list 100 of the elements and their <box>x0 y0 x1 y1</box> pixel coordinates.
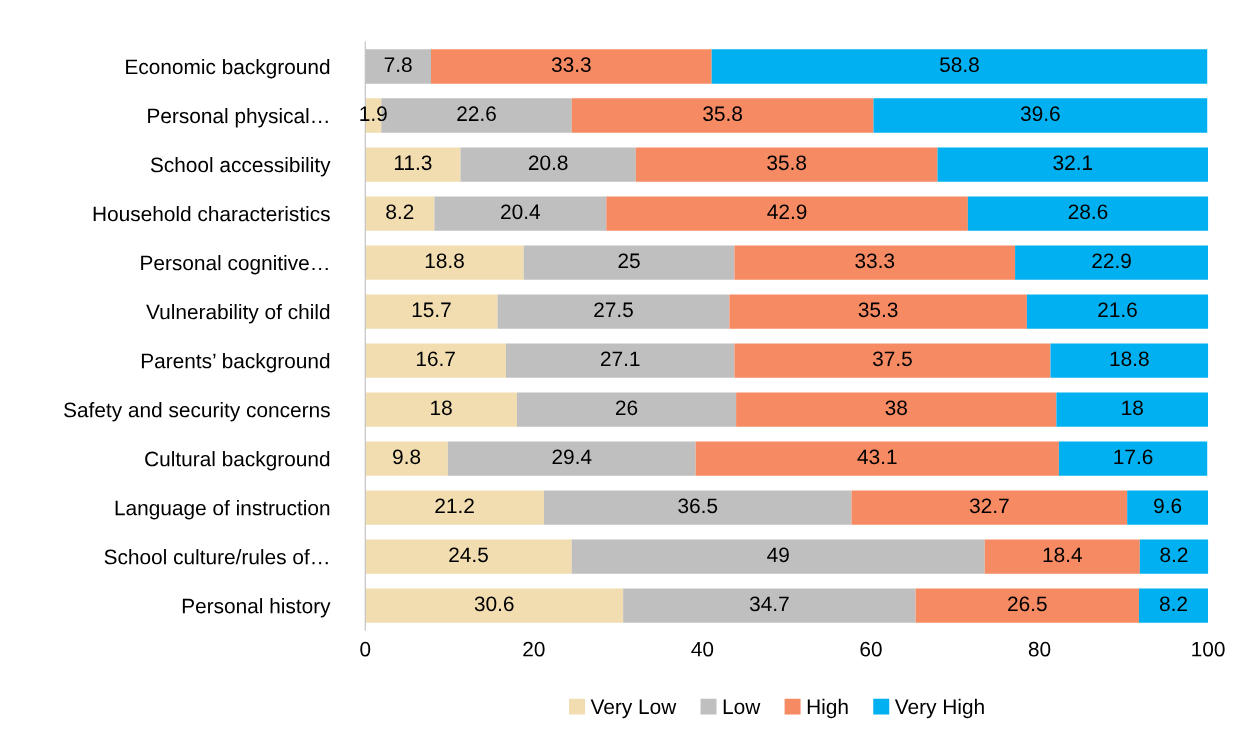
bar <box>460 147 636 182</box>
bar <box>571 98 874 133</box>
legend-label: Very High <box>894 698 984 719</box>
legend-label: High <box>807 698 848 719</box>
bar <box>729 294 1027 329</box>
y-tick-label: Parents’ background <box>141 353 330 373</box>
data-label: 20.8 <box>528 155 568 171</box>
data-label: 27.5 <box>594 302 633 318</box>
x-tick-label: 20 <box>523 641 545 657</box>
legend-label: Low <box>723 699 761 715</box>
data-label: 36.5 <box>678 498 718 514</box>
data-label: 22.9 <box>1092 253 1131 269</box>
x-tick-label: 0 <box>360 641 371 657</box>
bar <box>606 196 968 231</box>
data-label: 28.6 <box>1068 204 1108 220</box>
data-label: 15.7 <box>412 302 451 318</box>
bar <box>1058 441 1208 476</box>
data-label: 42.9 <box>767 204 807 220</box>
data-label: 18 <box>1122 400 1143 416</box>
y-tick-label: Household characteristics <box>93 206 330 222</box>
data-label: 17.6 <box>1114 449 1153 465</box>
bar <box>365 490 544 525</box>
bar <box>543 490 852 525</box>
bar <box>851 490 1128 525</box>
bar <box>635 147 938 182</box>
data-label: 37.5 <box>872 351 912 367</box>
bar <box>571 539 985 574</box>
data-label: 26.5 <box>1008 596 1047 612</box>
x-tick-label: 40 <box>691 641 714 657</box>
data-label: 9.8 <box>393 449 421 465</box>
bar <box>365 245 524 280</box>
data-label: 27.1 <box>600 351 640 366</box>
x-tick-label: 80 <box>1028 641 1051 657</box>
bar <box>1026 294 1209 329</box>
data-label: 11.3 <box>394 155 432 171</box>
y-tick-label: Personal physical… <box>148 107 328 128</box>
bar <box>915 588 1139 623</box>
y-tick-label: Personal history <box>182 598 331 618</box>
bar <box>523 245 735 280</box>
data-label: 33.3 <box>855 253 895 269</box>
bar <box>1050 343 1209 378</box>
data-label: 32.7 <box>969 498 1009 514</box>
data-label: 8.2 <box>1159 596 1187 612</box>
data-label: 38 <box>885 400 907 416</box>
data-label: 29.4 <box>552 449 592 465</box>
y-tick-label: Safety and security concerns <box>64 402 330 422</box>
data-label: 18.4 <box>1043 547 1082 563</box>
bar <box>365 392 517 427</box>
bar <box>434 196 607 231</box>
data-label: 43.1 <box>857 449 897 465</box>
data-label: 35.3 <box>858 302 898 318</box>
data-label: 35.8 <box>703 106 742 122</box>
data-label: 21.2 <box>435 498 474 513</box>
y-tick-label: School culture/rules of… <box>104 549 328 565</box>
data-label: 18.8 <box>425 253 464 269</box>
bar <box>365 147 461 182</box>
data-label: 30.6 <box>474 596 514 612</box>
x-tick-label: 60 <box>860 641 882 657</box>
data-label: 8.2 <box>1160 547 1188 563</box>
data-label: 24.5 <box>449 547 488 563</box>
data-label: 20.4 <box>501 204 541 220</box>
bar <box>873 98 1208 133</box>
bar <box>1127 490 1209 525</box>
data-label: 22.6 <box>457 106 496 122</box>
bar <box>365 196 435 231</box>
data-label: 8.2 <box>386 204 414 220</box>
bar <box>506 343 735 378</box>
data-label: 21.6 <box>1098 302 1137 318</box>
y-tick-label: Economic background <box>126 58 330 79</box>
data-label: 49 <box>767 547 789 563</box>
y-tick-label: Vulnerability of child <box>146 304 330 324</box>
data-label: 7.8 <box>384 57 412 73</box>
bar <box>431 49 712 84</box>
data-label: 33.3 <box>551 57 591 73</box>
bar <box>497 294 730 329</box>
bar <box>967 196 1209 231</box>
bar <box>365 294 498 329</box>
legend-label: Very Low <box>590 699 677 719</box>
x-tick-label: 100 <box>1192 641 1225 657</box>
bar <box>365 343 507 378</box>
y-tick-label: Cultural background <box>145 451 330 471</box>
data-label: 25 <box>618 253 640 269</box>
y-tick-label: Language of instruction <box>115 500 330 520</box>
bar <box>623 588 916 623</box>
data-label: 34.7 <box>749 596 789 612</box>
data-label: 39.6 <box>1020 106 1060 122</box>
bar <box>365 441 448 476</box>
bar <box>365 539 572 574</box>
data-label: 9.6 <box>1154 498 1182 514</box>
bar <box>447 441 696 476</box>
bar <box>1056 392 1209 427</box>
bar <box>736 392 1057 427</box>
bar <box>711 49 1208 84</box>
bar <box>365 588 624 623</box>
data-label: 18.8 <box>1110 351 1149 367</box>
y-tick-label: Personal cognitive… <box>141 255 328 275</box>
bar <box>1139 539 1209 574</box>
data-label: 18 <box>431 400 452 416</box>
bar <box>984 539 1140 574</box>
data-label: 1.9 <box>360 106 387 122</box>
